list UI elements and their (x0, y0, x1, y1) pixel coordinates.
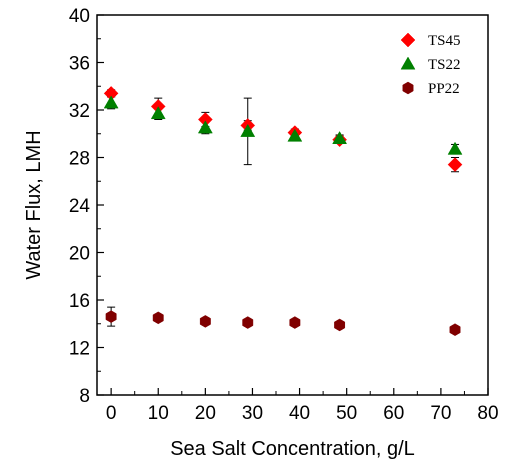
y-tick-label: 16 (69, 291, 90, 312)
y-tick-label: 40 (69, 6, 90, 27)
x-tick-label: 60 (383, 403, 404, 424)
x-tick-label: 0 (106, 403, 117, 424)
ts22-point (197, 120, 213, 134)
ts22-point (332, 130, 348, 144)
legend-marker-pp22 (402, 81, 414, 95)
pp22-point (242, 316, 254, 329)
y-tick-label: 12 (69, 339, 90, 360)
legend-marker-ts22 (400, 56, 416, 70)
pp22-point (334, 318, 346, 332)
y-tick-label: 8 (79, 386, 90, 407)
x-tick-label: 50 (336, 403, 357, 424)
x-tick-label: 20 (195, 403, 216, 424)
x-tick-label: 40 (289, 403, 310, 424)
pp22-point (105, 310, 117, 323)
ts22-point (447, 141, 463, 155)
y-tick-label: 20 (69, 244, 90, 265)
y-tick-label: 24 (69, 196, 91, 217)
legend-marker-ts45 (400, 32, 416, 48)
x-tick-label: 10 (148, 403, 169, 424)
ts22-point (150, 106, 166, 120)
axis-ticks (97, 14, 489, 396)
legend: TS45 TS22 PP22 (400, 32, 461, 97)
pp22-point (449, 323, 461, 336)
ts22-point (103, 95, 119, 109)
x-tick-label: 30 (242, 403, 263, 424)
ts22-point (240, 123, 256, 137)
error-bars (107, 89, 460, 333)
legend-label-pp22: PP22 (428, 81, 460, 97)
y-tick-labels: 8 12 16 20 24 28 32 36 40 (69, 6, 91, 407)
y-tick-label: 32 (69, 101, 90, 122)
pp22-point (199, 315, 211, 328)
pp22-point (152, 311, 164, 325)
y-tick-label: 28 (69, 149, 90, 170)
x-tick-label: 80 (477, 403, 498, 424)
x-axis-title: Sea Salt Concentration, g/L (170, 438, 415, 460)
data-markers (103, 86, 463, 336)
pp22-point (289, 316, 301, 329)
legend-label-ts22: TS22 (428, 57, 461, 73)
x-tick-labels: 0 10 20 30 40 50 60 70 80 (106, 403, 499, 424)
y-axis-title: Water Flux, LMH (23, 130, 45, 279)
legend-label-ts45: TS45 (428, 33, 461, 49)
ts22-point (287, 128, 303, 142)
y-tick-label: 36 (69, 54, 90, 75)
x-tick-label: 70 (430, 403, 451, 424)
ts45-point (447, 157, 463, 172)
